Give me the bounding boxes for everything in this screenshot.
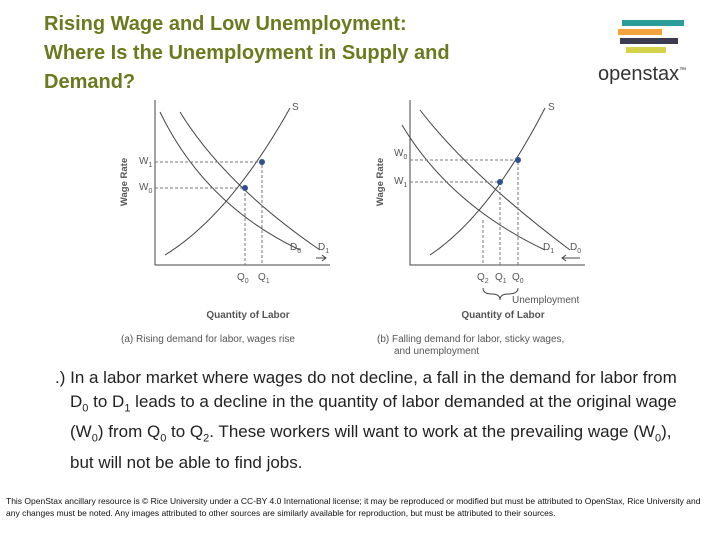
subscript: 0: [91, 432, 98, 445]
label-sub: 1: [325, 248, 329, 255]
label-sub: 0: [520, 278, 524, 285]
curve-label: Q1: [495, 272, 507, 285]
title: Rising Wage and Low Unemployment: Where I…: [44, 10, 450, 97]
label-sub: 1: [550, 248, 554, 255]
label-text: S: [292, 102, 299, 113]
label-text: Q: [237, 272, 245, 283]
logo-text: openstax™: [598, 63, 686, 85]
label-sub: 2: [485, 278, 489, 285]
label-text: D: [570, 242, 577, 253]
footer: This OpenStax ancillary resource is © Ri…: [6, 496, 701, 518]
label-text: Q: [495, 272, 503, 283]
label-sub: 0: [297, 248, 301, 255]
text-run: to Q: [166, 422, 204, 442]
curve-label: D0: [290, 242, 301, 255]
label-sub: 0: [148, 188, 152, 195]
curve-label: Q0: [512, 272, 524, 285]
curve-label: D0: [570, 242, 581, 255]
label-sub: 0: [577, 248, 581, 255]
text-run: leads to a decline in the quantity of la…: [70, 392, 677, 442]
label-sub: 1: [503, 278, 507, 285]
text-run: .) In a labor market where wages do not …: [55, 368, 677, 411]
curve-label: W1: [394, 176, 407, 189]
text-run: ) from Q: [97, 422, 161, 442]
label-text: D: [543, 242, 550, 253]
right-graph: [401, 100, 585, 301]
curve-label: S: [292, 102, 299, 113]
curve-label: D1: [318, 242, 329, 255]
caption: and unemployment: [394, 346, 479, 357]
y-axis-title: Wage Rate: [119, 158, 130, 206]
subscript: 2: [203, 432, 210, 445]
label-text: W: [394, 176, 404, 187]
label-sub: 0: [245, 278, 249, 285]
diagrams: openstax™ Wage Rate Quantity of Labor (a) …: [119, 20, 686, 357]
label-sub: 1: [266, 278, 270, 285]
logo-bars: [618, 20, 684, 53]
label-sub: 1: [148, 162, 152, 169]
subscript: 1: [124, 402, 131, 415]
caption: (a) Rising demand for labor, wages rise: [121, 334, 295, 345]
label-text: W: [394, 148, 404, 159]
caption: (b) Falling demand for labor, sticky wag…: [377, 334, 564, 345]
subscript: 0: [654, 432, 662, 445]
x-axis-title: Quantity of Labor: [206, 310, 289, 321]
subscript: 0: [82, 402, 89, 415]
text-run: . These workers will want to work at the…: [209, 422, 655, 442]
label-text: Q: [512, 272, 520, 283]
title-line: Where Is the Unemployment in Supply and: [44, 42, 450, 64]
curve-label: Unemployment: [512, 295, 579, 306]
label-text: W: [139, 156, 149, 167]
label-sub: 0: [403, 154, 407, 161]
curve-label: Q0: [237, 272, 249, 285]
curve-label: Q2: [477, 272, 489, 285]
curve-label: W0: [394, 148, 407, 161]
label-sub: 1: [403, 182, 407, 189]
label-text: W: [139, 182, 149, 193]
logo-word: openstax: [598, 63, 679, 85]
label-text: Q: [477, 272, 485, 283]
label-text: Q: [258, 272, 266, 283]
text-run: ), but will not be able to find jobs.: [70, 422, 672, 472]
curve-label: S: [548, 102, 555, 113]
title-line: Demand?: [44, 71, 136, 93]
subscript: 0: [160, 432, 167, 445]
label-text: S: [548, 102, 555, 113]
curve-label: D1: [543, 242, 554, 255]
y-axis-title: Wage Rate: [375, 158, 386, 206]
curve-label: W0: [139, 182, 152, 195]
curve-label: W1: [139, 156, 152, 169]
left-graph: [154, 100, 330, 266]
text-run: to D: [88, 392, 125, 411]
logo-tm: ™: [679, 67, 686, 74]
label-text: D: [290, 242, 297, 253]
curve-label: Q1: [258, 272, 270, 285]
title-line: Rising Wage and Low Unemployment:: [44, 13, 407, 35]
x-axis-title: Quantity of Labor: [461, 310, 544, 321]
label-text: D: [318, 242, 325, 253]
label-text: Unemployment: [512, 295, 579, 306]
body-text: .) In a labor market where wages do not …: [55, 366, 680, 475]
